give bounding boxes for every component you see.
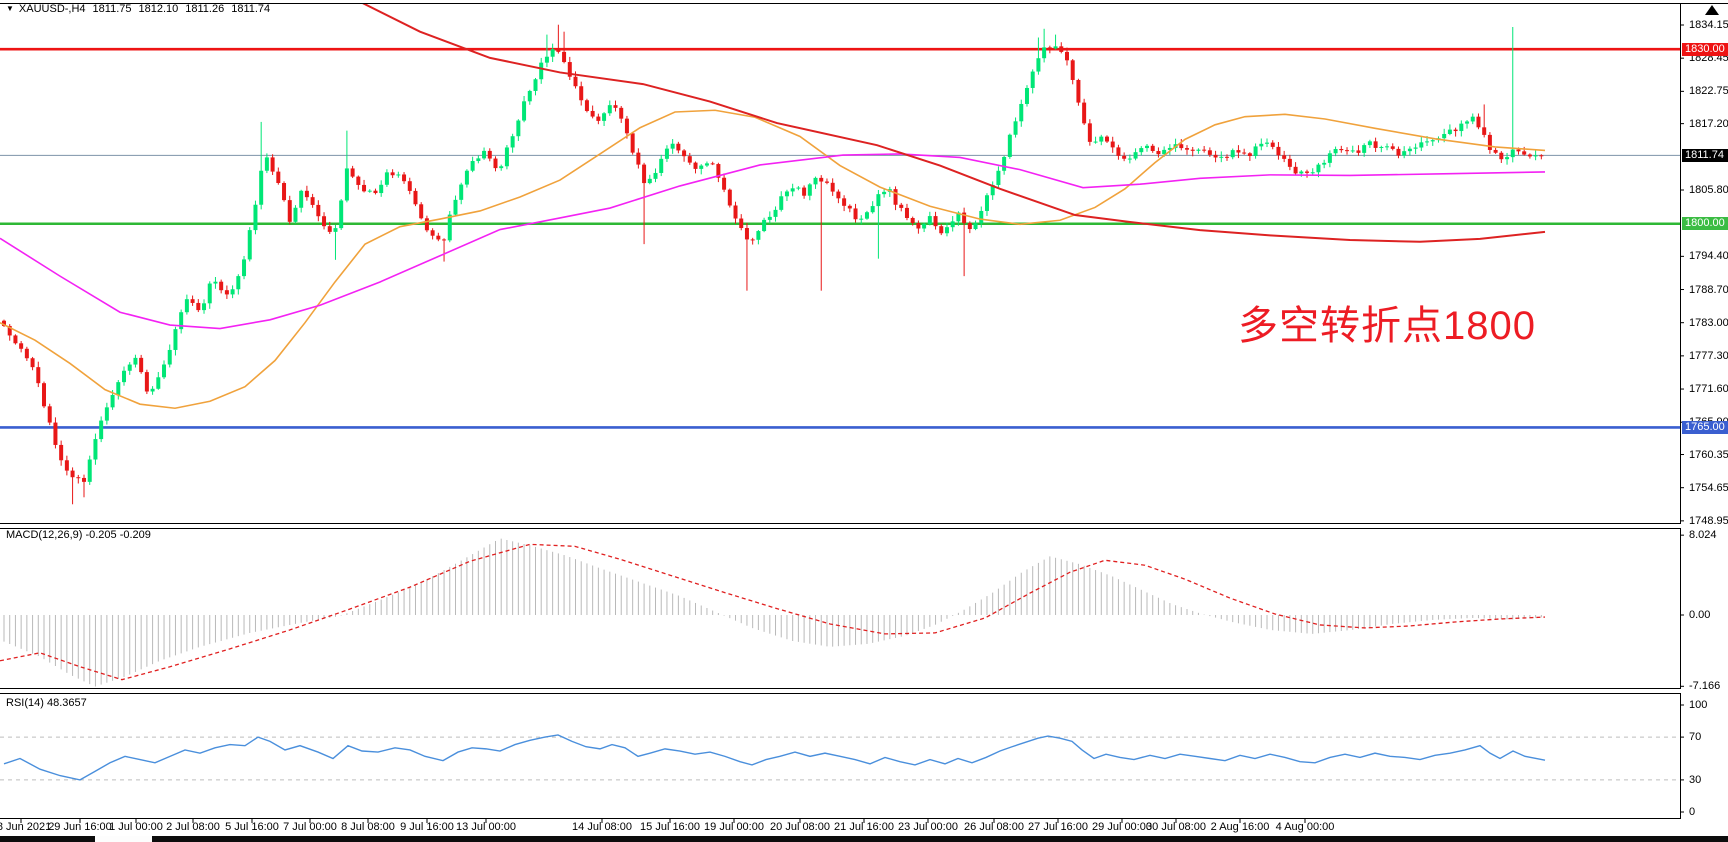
macd-indicator-label: MACD(12,26,9) -0.205 -0.209 — [6, 529, 151, 541]
price-tick-1788.70: 1788.70 — [1689, 283, 1728, 296]
price-tick-1794.40: 1794.40 — [1689, 250, 1728, 263]
rsi-tick-70: 70 — [1689, 731, 1702, 744]
macd-panel — [0, 538, 1546, 687]
price-tick-1783.00: 1783.00 — [1689, 316, 1728, 329]
ohlc-open: 1811.75 — [92, 3, 132, 15]
time-tick: 9 Jul 16:00 — [400, 821, 454, 833]
rsi-tick-0: 0 — [1689, 806, 1696, 818]
time-tick: 2 Jul 08:00 — [166, 821, 220, 833]
time-tick: 4 Aug 00:00 — [1275, 821, 1335, 833]
price-tick-1817.20: 1817.20 — [1689, 117, 1728, 130]
axis-ticks — [20, 24, 1684, 823]
ohlc-high: 1812.10 — [138, 3, 179, 15]
price-tick-1748.95: 1748.95 — [1689, 514, 1728, 527]
time-tick: 30 Jul 08:00 — [1146, 821, 1206, 833]
candles-layer — [2, 24, 1544, 505]
macd-signal-line — [0, 543, 1546, 681]
price-axis-border — [1680, 3, 1681, 819]
time-tick: 14 Jul 08:00 — [572, 821, 632, 833]
macd-panel-divider[interactable] — [0, 523, 1681, 529]
rsi-tick-30: 30 — [1689, 773, 1702, 786]
rsi-bottom-border — [0, 818, 1681, 819]
price-tick-1754.65: 1754.65 — [1689, 481, 1728, 494]
time-tick: 7 Jul 00:00 — [283, 821, 337, 833]
horizontal-scrollbar[interactable] — [0, 836, 1728, 842]
time-tick: 29 Jul 00:00 — [1092, 821, 1152, 833]
time-tick: 19 Jul 00:00 — [704, 821, 764, 833]
rsi-indicator-label: RSI(14) 48.3657 — [6, 697, 87, 709]
chevron-down-icon: ▼ — [6, 4, 14, 13]
symbol-title: ▼ XAUUSD-,H4 1811.75 1812.10 1811.26 1811.74 — [6, 3, 270, 15]
time-tick: 26 Jul 08:00 — [964, 821, 1024, 833]
price-tick-1777.30: 1777.30 — [1689, 349, 1728, 362]
macd-tick-8.024: 8.024 — [1689, 529, 1717, 542]
time-tick: 23 Jul 00:00 — [898, 821, 958, 833]
ohlc-low: 1811.26 — [185, 3, 225, 15]
time-tick: 28 Jun 2021 — [0, 821, 52, 833]
ma-mid-magenta — [0, 153, 1546, 330]
resistance-price-badge: 1830.00 — [1682, 42, 1728, 56]
horizontal-levels[interactable] — [0, 47, 1680, 429]
ma-fast-orange — [0, 109, 1546, 410]
scrollbar-thumb[interactable] — [95, 836, 152, 842]
pivot-price-badge: 1800.00 — [1682, 217, 1728, 231]
price-tick-1771.60: 1771.60 — [1689, 383, 1728, 396]
time-tick: 13 Jul 00:00 — [456, 821, 516, 833]
support-price-badge: 1765.00 — [1682, 420, 1728, 434]
ma-slow-red — [362, 4, 1546, 243]
time-tick: 29 Jun 16:00 — [48, 821, 112, 833]
rsi-line — [3, 734, 1546, 781]
time-tick: 5 Jul 16:00 — [225, 821, 279, 833]
time-tick: 21 Jul 16:00 — [834, 821, 894, 833]
rsi-tick-100: 100 — [1689, 699, 1708, 711]
time-tick: 27 Jul 16:00 — [1028, 821, 1088, 833]
price-tick-1760.35: 1760.35 — [1689, 448, 1728, 461]
macd-tick--7.166: -7.166 — [1689, 680, 1721, 693]
chart-text-annotation[interactable]: 多空转折点1800 — [1238, 304, 1536, 348]
price-tick-1834.15: 1834.15 — [1689, 19, 1728, 31]
time-tick: 20 Jul 08:00 — [770, 821, 830, 833]
current-price-badge: 1811.74 — [1682, 148, 1728, 162]
rsi-panel — [0, 734, 1680, 781]
price-tick-1822.75: 1822.75 — [1689, 85, 1728, 98]
chart-shift-marker-icon[interactable] — [1703, 4, 1723, 16]
chart-top-border — [0, 3, 1728, 4]
time-tick: 8 Jul 08:00 — [341, 821, 395, 833]
ohlc-close: 1811.74 — [231, 3, 271, 15]
price-tick-1805.80: 1805.80 — [1689, 183, 1728, 196]
time-tick: 1 Jul 00:00 — [109, 821, 163, 833]
time-tick: 2 Aug 16:00 — [1210, 821, 1270, 833]
macd-tick-0.00: 0.00 — [1689, 609, 1711, 621]
time-tick: 15 Jul 16:00 — [640, 821, 700, 833]
rsi-panel-divider[interactable] — [0, 688, 1681, 694]
symbol-name: XAUUSD-,H4 — [18, 3, 86, 15]
